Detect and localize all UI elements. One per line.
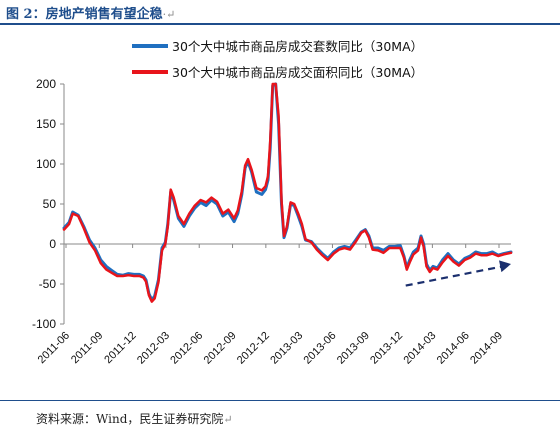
y-tick-label: 150	[36, 117, 56, 131]
trend-arrow-line	[405, 265, 504, 287]
legend-label: 30个大中城市商品房成交套数同比（30MA）	[172, 39, 423, 54]
trend-arrow-head	[499, 260, 511, 273]
x-tick-label: 2014-06	[435, 330, 472, 367]
y-tick-label: 0	[49, 237, 56, 251]
paragraph-mark-glyph: ·↵	[162, 8, 176, 21]
x-tick-label: 2013-09	[335, 330, 372, 367]
y-tick-label: 100	[36, 157, 56, 171]
source-note: 资料来源：Wind，民生证券研究院↵	[36, 410, 233, 427]
annotation-group	[405, 260, 511, 287]
y-tick-label: -50	[39, 277, 57, 291]
figure-title: 图 2：房地产销售有望企稳·↵	[6, 3, 175, 22]
x-axis: 2011-062011-092011-122012-032012-062012-…	[36, 244, 505, 367]
source-text: 资料来源：Wind，民生证券研究院	[36, 412, 224, 426]
source-rule	[0, 400, 560, 401]
x-tick-label: 2012-03	[135, 330, 172, 367]
figure-title-text: 图 2：房地产销售有望企稳	[6, 7, 163, 22]
x-tick-label: 2012-09	[202, 330, 239, 367]
legend: 30个大中城市商品房成交套数同比（30MA） 30个大中城市商品房成交面积同比（3…	[132, 39, 423, 80]
x-tick-label: 2012-12	[235, 330, 272, 367]
x-tick-label: 2013-12	[368, 330, 405, 367]
y-tick-label: -100	[32, 317, 56, 331]
x-tick-label: 2013-03	[268, 330, 305, 367]
y-tick-label: 200	[36, 77, 56, 91]
x-tick-label: 2012-06	[168, 330, 205, 367]
y-tick-label: 50	[43, 197, 57, 211]
legend-label: 30个大中城市商品房成交面积同比（30MA）	[172, 65, 423, 80]
x-tick-label: 2013-06	[302, 330, 339, 367]
x-tick-label: 2014-03	[401, 330, 438, 367]
paragraph-mark-glyph: ↵	[223, 413, 233, 426]
series-line-area-yoy	[62, 82, 513, 303]
x-tick-label: 2011-06	[36, 330, 72, 366]
line-chart: -100 -50 0 50 100 150 200 2011-062011-092011-1…	[32, 39, 513, 367]
x-tick-label: 2011-12	[102, 330, 138, 366]
x-tick-label: 2011-09	[69, 330, 105, 366]
x-tick-label: 2014-09	[468, 330, 505, 367]
y-axis: -100 -50 0 50 100 150 200	[32, 77, 65, 331]
series-group	[62, 82, 513, 303]
title-rule	[0, 23, 560, 25]
series-line-units-yoy	[62, 82, 513, 302]
